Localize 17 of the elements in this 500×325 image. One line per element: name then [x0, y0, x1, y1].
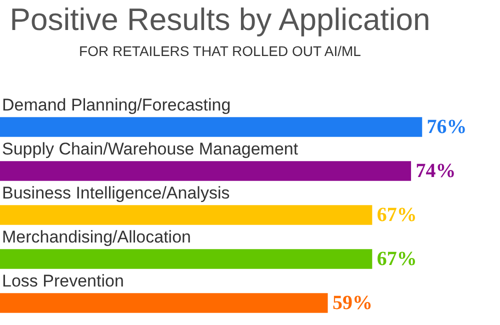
bar — [0, 249, 372, 269]
bar — [0, 293, 328, 313]
bar — [0, 205, 372, 225]
bar — [0, 161, 412, 181]
bar — [0, 117, 422, 137]
data-label: 67% — [376, 248, 417, 270]
y-tick-label: Merchandising/Allocation — [2, 228, 191, 247]
chart-subtitle: FOR RETAILERS THAT ROLLED OUT AI/ML — [78, 42, 362, 60]
data-label: 76% — [426, 116, 467, 138]
y-tick-label: Loss Prevention — [2, 272, 124, 291]
chart-title: Positive Results by Application — [8, 1, 432, 39]
data-label: 67% — [376, 204, 417, 226]
data-label: 59% — [332, 292, 372, 314]
y-tick-label: Demand Planning/Forecasting — [2, 96, 231, 115]
y-tick-label: Business Intelligence/Analysis — [2, 184, 230, 203]
y-tick-label: Supply Chain/Warehouse Management — [2, 140, 298, 159]
data-label: 74% — [416, 160, 456, 182]
